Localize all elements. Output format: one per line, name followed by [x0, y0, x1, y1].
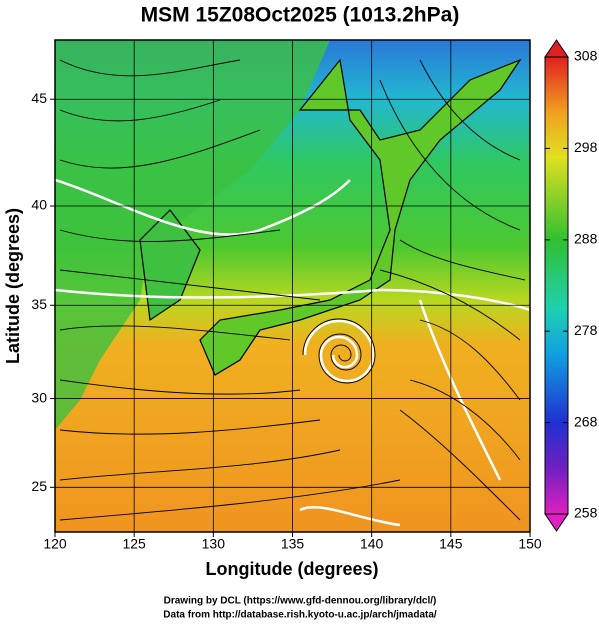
credit-line: Drawing by DCL (https://www.gfd-dennou.o… — [164, 596, 437, 607]
x-axis-label: Longitude (degrees) — [205, 559, 378, 579]
y-tick-label: 35 — [31, 296, 47, 312]
y-axis-label: Latitude (degrees) — [3, 208, 23, 364]
colorbar-tick-label: 298 — [574, 139, 598, 155]
x-tick-label: 125 — [122, 536, 146, 552]
x-tick-label: 140 — [360, 536, 384, 552]
x-tick-label: 120 — [43, 536, 67, 552]
colorbar-tick-label: 278 — [574, 322, 598, 338]
colorbar-tick-label: 258 — [574, 505, 598, 521]
colorbar-tick-label: 288 — [574, 231, 598, 247]
y-tick-label: 45 — [31, 90, 47, 106]
y-tick-label: 25 — [31, 478, 47, 494]
title: MSM 15Z08Oct2025 (1013.2hPa) — [141, 4, 460, 27]
y-tick-label: 40 — [31, 197, 47, 213]
streamlines — [59, 59, 526, 521]
colorbar — [544, 56, 569, 515]
colorbar-bottom-arrow — [544, 513, 569, 532]
x-tick-label: 150 — [518, 536, 542, 552]
x-tick-label: 135 — [281, 536, 305, 552]
credit-line: Data from http://database.rish.kyoto-u.a… — [163, 610, 437, 621]
colorbar-top-arrow — [544, 39, 569, 58]
x-tick-label: 145 — [439, 536, 463, 552]
x-tick-label: 130 — [202, 536, 226, 552]
y-tick-label: 30 — [31, 389, 47, 405]
colorbar-tick-label: 268 — [574, 413, 598, 429]
colorbar-tick-label: 308 — [574, 48, 598, 64]
